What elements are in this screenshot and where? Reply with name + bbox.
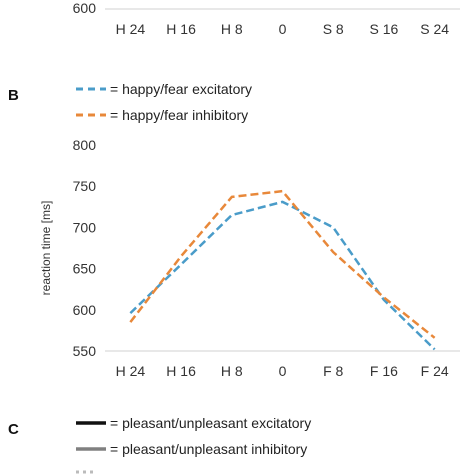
y-tick-label: 750 <box>73 178 97 194</box>
top-y-tick-label: 600 <box>73 0 97 16</box>
x-tick-labels: H 24 H 16 H 8 0 F 8 F 16 F 24 <box>116 363 449 379</box>
y-tick-label: 800 <box>73 137 97 153</box>
legend-label-pleasant-excitatory: = pleasant/unpleasant excitatory <box>110 415 311 431</box>
y-tick-label: 600 <box>73 302 97 318</box>
x-tick-label: F 24 <box>421 363 449 379</box>
legend-item-pleasant-inhibitory: = pleasant/unpleasant inhibitory <box>76 441 307 457</box>
top-x-tick-label: H 16 <box>166 21 196 37</box>
top-partial-chart: 600 H 24 H 16 H 8 0 S 8 S 16 S 24 <box>73 0 460 37</box>
panel-b-legend: = happy/fear excitatory = happy/fear inh… <box>76 81 252 123</box>
x-tick-label: F 16 <box>370 363 398 379</box>
legend-label-excitatory: = happy/fear excitatory <box>110 81 252 97</box>
panel-b-label: B <box>8 87 19 104</box>
top-x-tick-label: H 8 <box>221 21 243 37</box>
top-x-tick-label: S 8 <box>323 21 344 37</box>
top-x-tick-labels: H 24 H 16 H 8 0 S 8 S 16 S 24 <box>116 21 450 37</box>
panel-b-chart: reaction time [ms] 550 600 650 700 750 800 H … <box>39 137 460 379</box>
series-lines <box>129 189 436 351</box>
y-axis-title: reaction time [ms] <box>39 201 53 296</box>
series-line-inhibitory <box>129 189 436 339</box>
y-tick-label: 650 <box>73 261 97 277</box>
legend-item-excitatory: = happy/fear excitatory <box>76 81 252 97</box>
legend-label-pleasant-inhibitory: = pleasant/unpleasant inhibitory <box>110 441 307 457</box>
y-tick-labels: 550 600 650 700 750 800 <box>73 137 97 359</box>
x-tick-label: F 8 <box>323 363 343 379</box>
legend-item-pleasant-excitatory: = pleasant/unpleasant excitatory <box>76 415 311 431</box>
x-tick-label: 0 <box>279 363 287 379</box>
panel-c-legend: = pleasant/unpleasant excitatory = pleas… <box>76 415 311 474</box>
top-x-tick-label: S 24 <box>420 21 449 37</box>
top-x-tick-label: 0 <box>279 21 287 37</box>
series-line-excitatory <box>129 200 436 351</box>
y-tick-label: 550 <box>73 343 97 359</box>
legend-item-inhibitory: = happy/fear inhibitory <box>76 107 248 123</box>
x-tick-label: H 24 <box>116 363 146 379</box>
panel-c-label: C <box>8 421 19 438</box>
top-x-tick-label: S 16 <box>370 21 399 37</box>
x-tick-label: H 8 <box>221 363 243 379</box>
top-x-tick-label: H 24 <box>116 21 146 37</box>
legend-label-inhibitory: = happy/fear inhibitory <box>110 107 248 123</box>
y-tick-label: 700 <box>73 219 97 235</box>
x-tick-label: H 16 <box>166 363 196 379</box>
